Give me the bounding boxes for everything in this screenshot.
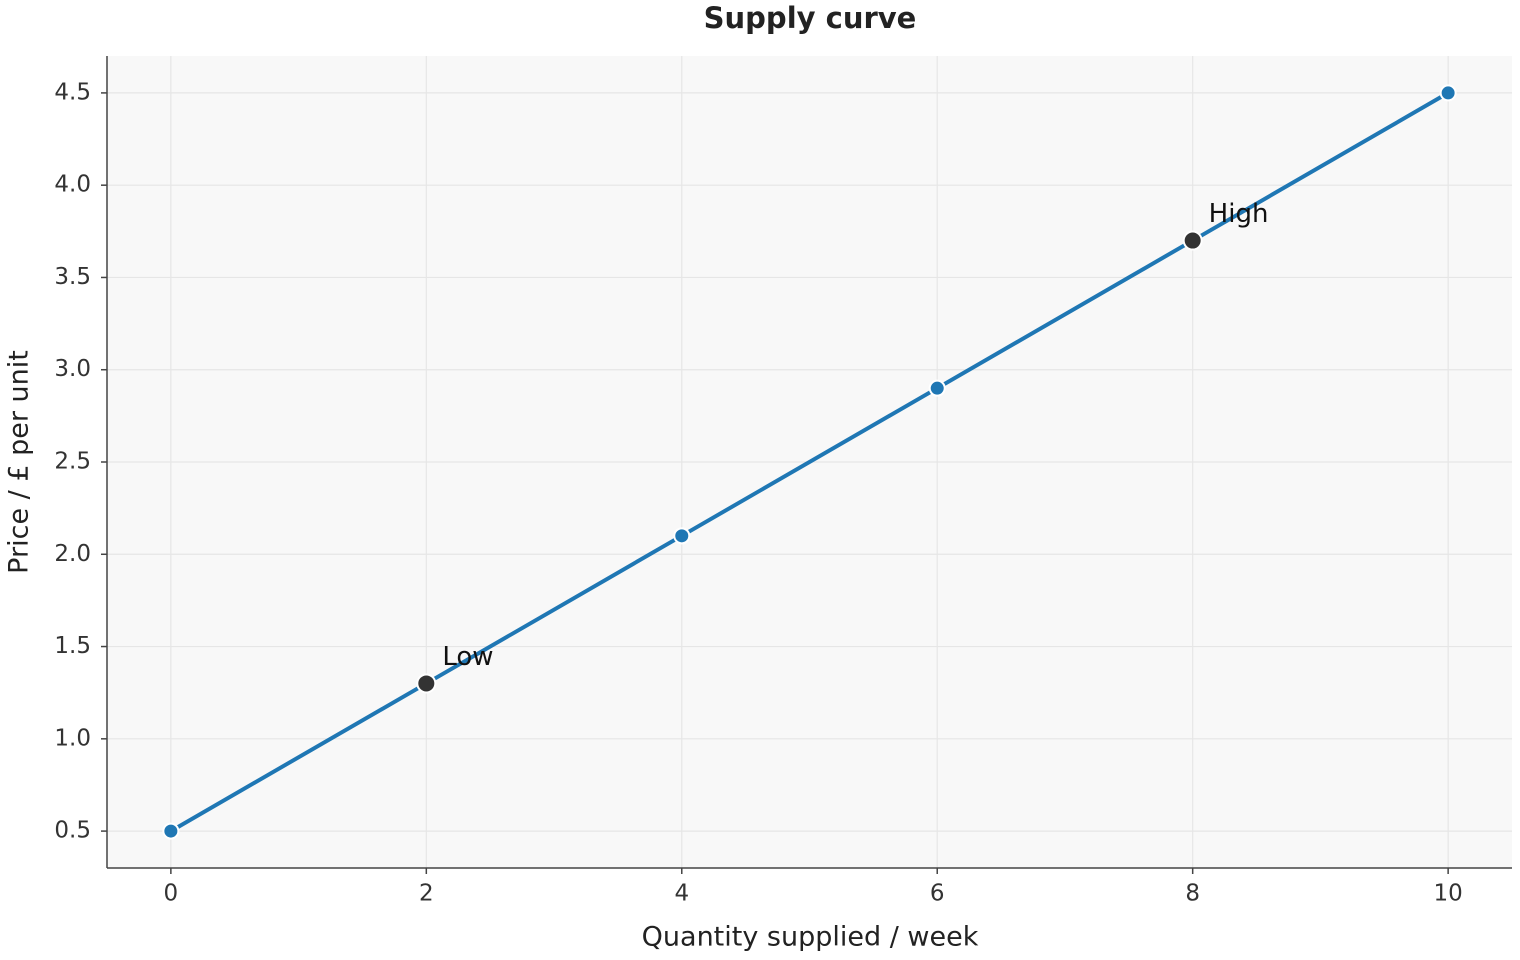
- annotation-marker: [416, 673, 437, 694]
- y-tick-label: 0.5: [54, 818, 91, 844]
- x-tick-label: 8: [1185, 881, 1200, 907]
- annotation-label: High: [1209, 199, 1269, 229]
- annotation-marker: [1182, 230, 1203, 251]
- y-tick-label: 4.5: [54, 79, 91, 105]
- annotation-label: Low: [442, 642, 493, 672]
- point: [162, 822, 180, 840]
- y-axis-label: Price / £ per unit: [4, 350, 35, 574]
- y-tick-label: 4.0: [54, 172, 91, 198]
- x-tick-label: 4: [674, 881, 689, 907]
- y-tick-label: 1.5: [54, 633, 91, 659]
- chart-title: Supply curve: [704, 1, 917, 35]
- y-tick-label: 2.0: [54, 541, 91, 567]
- x-tick-label: 0: [164, 881, 179, 907]
- x-tick-label: 2: [419, 881, 434, 907]
- y-tick-label: 3.5: [54, 264, 91, 290]
- line: [169, 91, 1450, 833]
- point: [673, 527, 691, 545]
- x-tick-label: 10: [1433, 881, 1462, 907]
- point: [1439, 84, 1457, 102]
- y-tick-label: 3.0: [54, 356, 91, 382]
- y-tick-label: 1.0: [54, 725, 91, 751]
- point: [928, 379, 946, 397]
- y-tick-label: 2.5: [54, 449, 91, 475]
- x-tick-label: 6: [930, 881, 945, 907]
- x-axis-label: Quantity supplied / week: [642, 922, 979, 953]
